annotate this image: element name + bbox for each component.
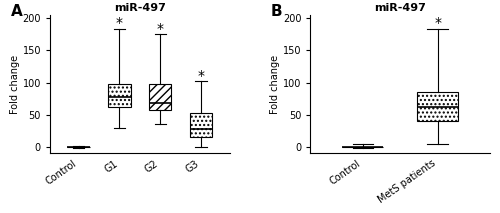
PathPatch shape xyxy=(417,92,458,121)
Text: *: * xyxy=(156,22,164,36)
Text: *: * xyxy=(116,16,123,30)
PathPatch shape xyxy=(190,114,212,137)
Title: miR-497: miR-497 xyxy=(114,3,166,13)
Text: A: A xyxy=(10,4,22,19)
Title: miR-497: miR-497 xyxy=(374,3,426,13)
Text: B: B xyxy=(271,4,282,19)
Text: *: * xyxy=(434,16,441,30)
Y-axis label: Fold change: Fold change xyxy=(10,55,20,114)
PathPatch shape xyxy=(108,85,130,107)
PathPatch shape xyxy=(149,84,172,109)
Y-axis label: Fold change: Fold change xyxy=(270,55,280,114)
Text: *: * xyxy=(198,69,204,83)
